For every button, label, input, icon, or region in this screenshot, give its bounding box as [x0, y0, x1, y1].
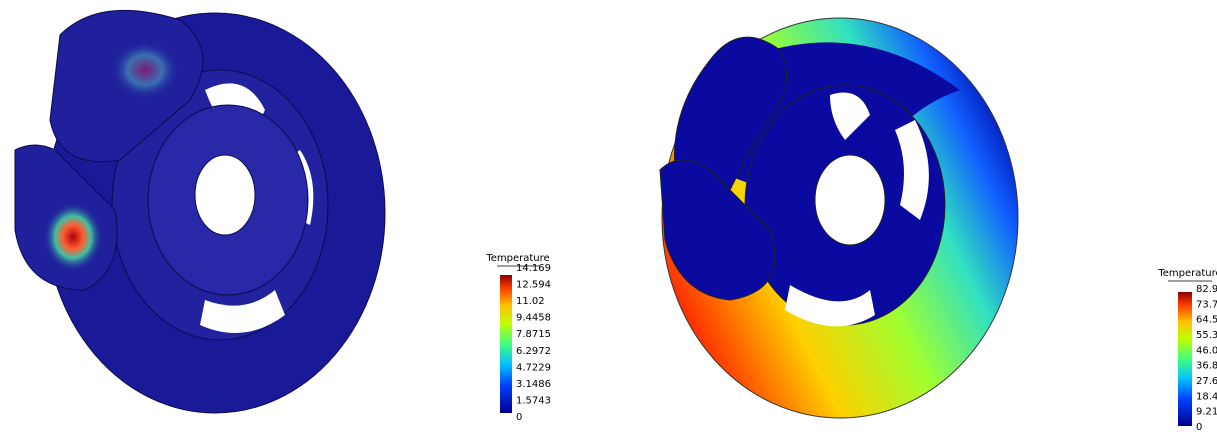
- legend-tick-label: 0: [516, 412, 522, 423]
- legend-tick-label: 64.537: [1196, 315, 1217, 326]
- legend-tick-label: 36.878: [1196, 361, 1217, 372]
- color-bar: [1178, 292, 1192, 426]
- screen: Temperature 14.169 12.594 11.02 9.4458 7.871…: [0, 0, 1217, 432]
- legend-tick-label: 18.439: [1196, 391, 1217, 402]
- legend-tick-label: 27.659: [1196, 376, 1217, 387]
- legend-tick-label: 82.977: [1196, 284, 1217, 295]
- legend-tick-label: 0: [1196, 422, 1202, 432]
- legend-tick-label: 55.318: [1196, 330, 1217, 341]
- color-bar: [500, 275, 512, 413]
- legend-tick-label: 7.8715: [516, 329, 551, 340]
- legend-tick-label: 46.098: [1196, 345, 1217, 356]
- legend-tick-label: 12.594: [516, 280, 551, 291]
- legend-tick-label: 73.757: [1196, 299, 1217, 310]
- legend-tick-label: 3.1486: [516, 379, 551, 390]
- legend-title: Temperature: [1157, 268, 1217, 279]
- legend-tick-label: 4.7229: [516, 362, 551, 373]
- legend-tick-label: 6.2972: [516, 346, 551, 357]
- legend-tick-label: 14.169: [516, 263, 551, 274]
- legend-tick-label: 9.4458: [516, 313, 551, 324]
- legend-right: Temperature 82.977 73.757 64.537 55.318 46.0…: [1157, 268, 1217, 432]
- visualization: Temperature 14.169 12.594 11.02 9.4458 7.871…: [0, 0, 1217, 432]
- legend-left: Temperature 14.16912.59411.029.44587.871…: [485, 253, 551, 423]
- legend-tick-label: 9.2196: [1196, 407, 1217, 418]
- legend-tick-label: 1.5743: [516, 395, 551, 406]
- brake-disc-left: [15, 10, 385, 413]
- legend-tick-label: 11.02: [516, 296, 545, 307]
- brake-disc-right: [660, 18, 1018, 418]
